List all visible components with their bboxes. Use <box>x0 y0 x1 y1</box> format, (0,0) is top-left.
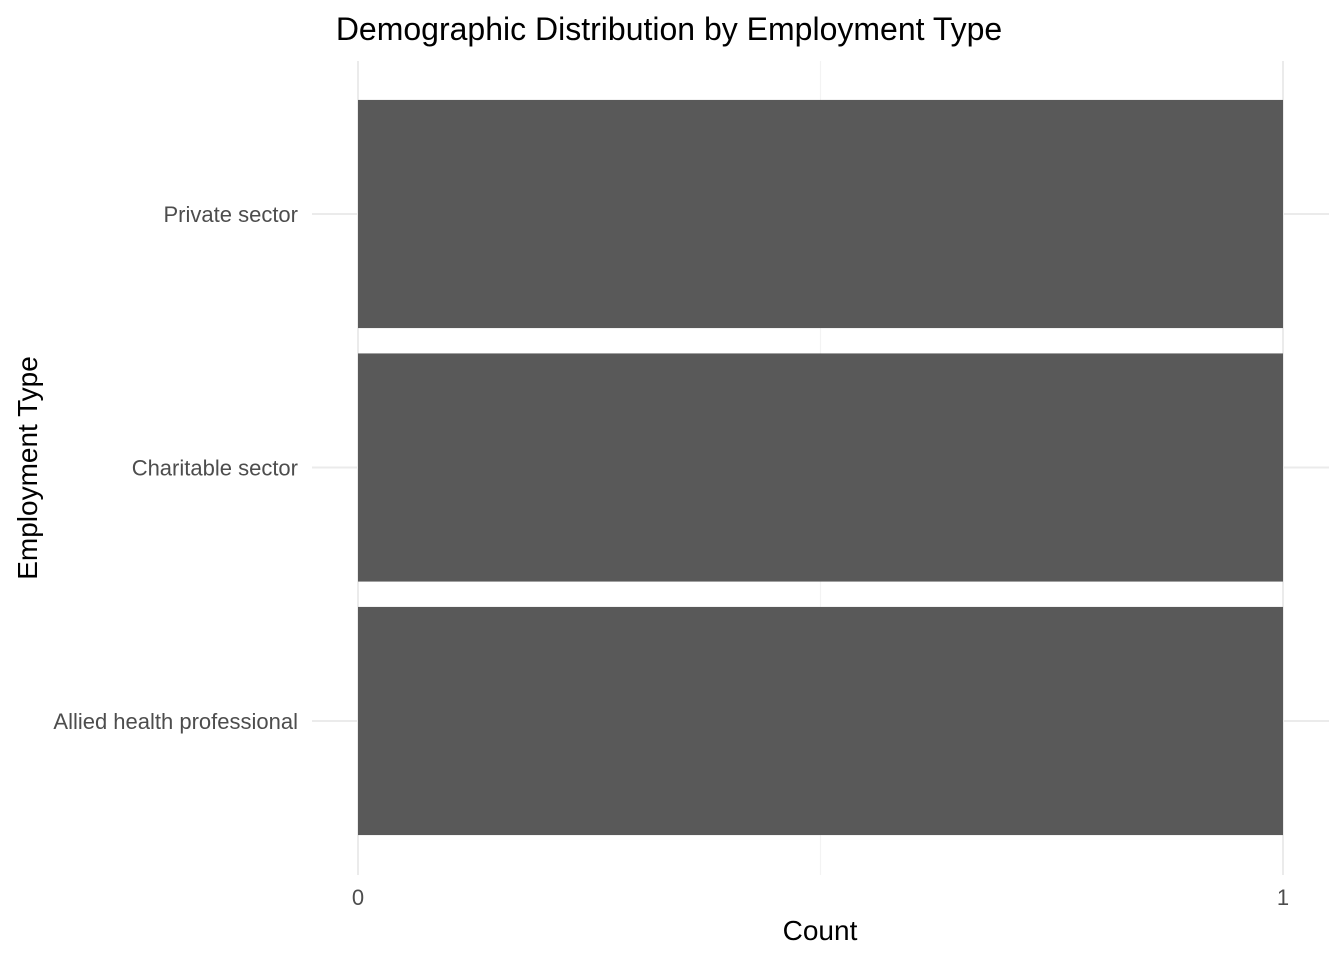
x-tick-label: 0 <box>352 885 364 910</box>
bar <box>358 99 1283 329</box>
x-axis-title: Count <box>783 915 858 946</box>
bar <box>358 353 1283 582</box>
y-tick-label: Charitable sector <box>132 456 298 481</box>
x-tick-label: 1 <box>1277 885 1289 910</box>
y-axis-tick-labels: Allied health professional Charitable sec… <box>53 202 298 734</box>
y-tick-label: Private sector <box>164 202 299 227</box>
y-axis-title: Employment Type <box>12 356 43 580</box>
chart-title: Demographic Distribution by Employment T… <box>336 11 1002 47</box>
y-tick-label: Allied health professional <box>53 709 298 734</box>
bar <box>358 606 1283 836</box>
bars <box>358 99 1283 836</box>
